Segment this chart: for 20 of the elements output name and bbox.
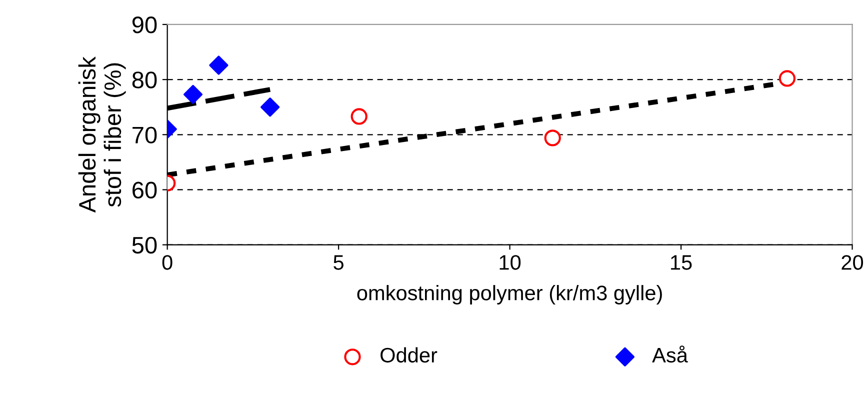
y-tick-label: 50 — [132, 236, 157, 254]
y-tick-label: 90 — [132, 16, 157, 34]
legend-label: Aså — [652, 346, 688, 363]
point — [209, 56, 228, 75]
point — [350, 108, 368, 125]
point — [778, 70, 796, 87]
point — [544, 130, 561, 146]
x-tick-label: 0 — [162, 255, 172, 270]
y-tick-label: 80 — [132, 72, 157, 88]
y-tick-label: 70 — [132, 126, 157, 144]
legend-label: Odder — [380, 347, 438, 363]
x-tick-label: 5 — [334, 255, 344, 270]
point — [183, 84, 203, 104]
x-axis-title: omkostning polymer (kr/m3 gylle) — [357, 285, 662, 304]
y-axis-title: Andel organisk stof i fiber (%) — [78, 56, 126, 213]
x-tick-label: 20 — [842, 255, 864, 270]
y-tick-label: 60 — [132, 182, 157, 199]
point — [260, 98, 280, 117]
x-tick-label: 15 — [671, 255, 692, 270]
x-tick-label: 10 — [500, 255, 521, 270]
